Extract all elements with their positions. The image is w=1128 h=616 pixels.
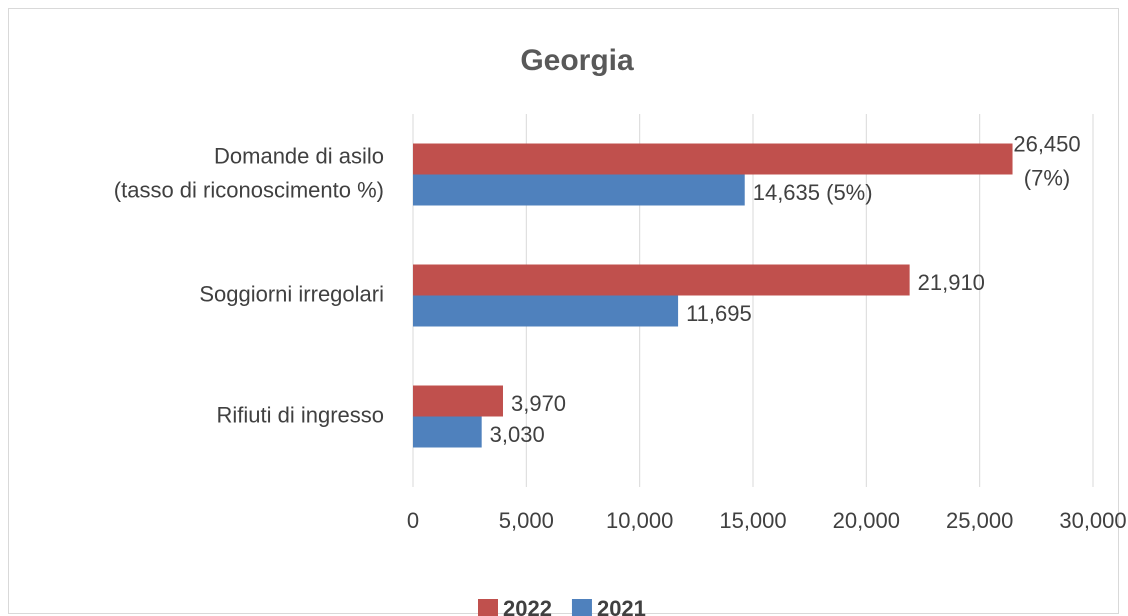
data-label: 3,970 [511,391,566,416]
chart-title: Georgia [520,44,634,77]
legend-label: 2021 [597,596,646,616]
x-tick-label: 30,000 [1059,508,1126,533]
legend-swatch [571,599,592,616]
bar [413,264,910,296]
x-tick-label: 15,000 [719,508,786,533]
data-label: 14,635 (5%) [753,180,873,205]
y-tick-label: (tasso di riconoscimento %) [114,177,384,202]
x-tick-label: 10,000 [606,508,673,533]
legend-label: 2022 [503,596,552,616]
bar [413,385,503,417]
data-label: 3,030 [490,422,545,447]
x-tick-label: 25,000 [946,508,1013,533]
bar [413,143,1013,175]
data-label: 11,695 [686,301,752,326]
x-tick-label: 0 [407,508,419,533]
x-tick-label: 5,000 [499,508,554,533]
legend-swatch [478,599,498,616]
x-tick-label: 20,000 [833,508,900,533]
y-tick-label: Soggiorni irregolari [199,281,384,306]
y-tick-label: Rifiuti di ingresso [216,402,384,427]
data-label: 26,450 (7%) [1013,131,1080,190]
bar [413,416,482,448]
data-label: 21,910 [918,270,985,295]
bar [413,295,679,327]
bar [413,174,745,206]
y-tick-label: Domande di asilo [214,143,384,168]
